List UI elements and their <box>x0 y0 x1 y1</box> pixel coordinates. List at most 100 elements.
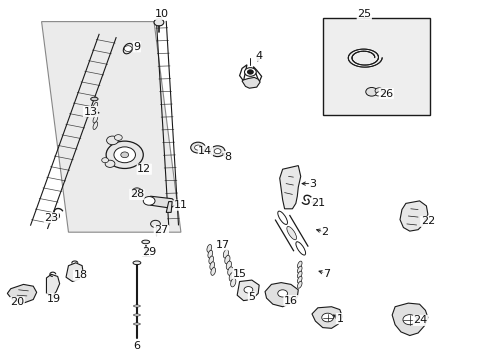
Circle shape <box>106 136 118 145</box>
Text: 26: 26 <box>379 89 392 99</box>
Ellipse shape <box>229 273 234 281</box>
Polygon shape <box>146 196 176 208</box>
Ellipse shape <box>295 242 305 255</box>
Text: 7: 7 <box>323 269 329 279</box>
Circle shape <box>121 152 128 158</box>
Text: 19: 19 <box>47 294 61 304</box>
Ellipse shape <box>297 271 302 278</box>
Ellipse shape <box>133 261 141 265</box>
Text: 6: 6 <box>133 341 140 351</box>
Text: 1: 1 <box>336 314 343 324</box>
Ellipse shape <box>133 305 140 307</box>
Circle shape <box>210 146 224 157</box>
Text: 17: 17 <box>215 240 229 250</box>
Polygon shape <box>66 263 83 282</box>
Ellipse shape <box>209 262 214 270</box>
Circle shape <box>132 188 142 195</box>
Polygon shape <box>399 201 427 231</box>
Circle shape <box>402 315 416 325</box>
Text: 9: 9 <box>133 42 140 52</box>
Text: 8: 8 <box>224 152 230 162</box>
Text: 23: 23 <box>44 213 58 223</box>
Circle shape <box>244 68 256 76</box>
Text: 4: 4 <box>255 51 262 61</box>
Ellipse shape <box>123 44 133 54</box>
Circle shape <box>374 88 382 94</box>
Text: 25: 25 <box>357 9 370 19</box>
Ellipse shape <box>142 240 149 244</box>
Circle shape <box>365 87 377 96</box>
Circle shape <box>102 158 108 163</box>
Ellipse shape <box>277 211 287 225</box>
Polygon shape <box>46 274 60 296</box>
Ellipse shape <box>208 256 213 264</box>
Text: 27: 27 <box>154 225 168 235</box>
Circle shape <box>194 145 201 150</box>
Circle shape <box>105 160 115 167</box>
Text: 12: 12 <box>137 164 151 174</box>
Ellipse shape <box>297 261 302 268</box>
Text: 3: 3 <box>309 179 316 189</box>
Ellipse shape <box>91 97 98 101</box>
Text: 16: 16 <box>284 296 297 306</box>
Ellipse shape <box>210 267 215 275</box>
Ellipse shape <box>93 109 98 117</box>
Ellipse shape <box>297 281 302 288</box>
Polygon shape <box>41 22 181 232</box>
Ellipse shape <box>93 122 98 130</box>
Ellipse shape <box>297 276 302 283</box>
Polygon shape <box>239 65 246 81</box>
Text: 13: 13 <box>83 107 97 117</box>
Circle shape <box>190 142 205 153</box>
Circle shape <box>124 46 132 51</box>
Ellipse shape <box>133 323 140 325</box>
Circle shape <box>214 149 221 154</box>
Ellipse shape <box>93 115 98 123</box>
Polygon shape <box>311 307 342 328</box>
Bar <box>322 18 429 115</box>
Ellipse shape <box>297 266 302 273</box>
Polygon shape <box>264 283 298 307</box>
Ellipse shape <box>230 278 235 287</box>
Circle shape <box>143 197 155 205</box>
Polygon shape <box>242 77 260 88</box>
Circle shape <box>277 290 287 297</box>
Ellipse shape <box>226 261 231 270</box>
Text: 10: 10 <box>154 9 168 19</box>
Ellipse shape <box>93 102 98 110</box>
Circle shape <box>106 141 143 168</box>
Ellipse shape <box>223 249 228 258</box>
Text: 22: 22 <box>420 216 434 226</box>
Text: 28: 28 <box>129 189 144 199</box>
Ellipse shape <box>227 267 232 275</box>
Circle shape <box>244 287 252 293</box>
Ellipse shape <box>286 226 296 240</box>
Circle shape <box>247 70 253 74</box>
Ellipse shape <box>224 255 229 264</box>
Ellipse shape <box>133 314 140 316</box>
Text: 18: 18 <box>74 270 87 280</box>
Polygon shape <box>253 67 261 82</box>
Ellipse shape <box>375 91 385 96</box>
Text: 20: 20 <box>10 297 24 307</box>
Circle shape <box>321 313 333 322</box>
Text: 24: 24 <box>412 315 427 325</box>
Text: 11: 11 <box>174 200 187 210</box>
Text: 2: 2 <box>321 227 328 237</box>
Text: 5: 5 <box>248 292 255 302</box>
Text: 21: 21 <box>310 198 324 208</box>
Polygon shape <box>237 280 259 301</box>
Polygon shape <box>166 202 172 212</box>
Ellipse shape <box>207 250 212 258</box>
Ellipse shape <box>206 244 211 252</box>
Circle shape <box>150 220 160 228</box>
Text: 14: 14 <box>198 146 212 156</box>
Text: 29: 29 <box>142 247 156 257</box>
Circle shape <box>114 147 135 163</box>
Polygon shape <box>7 284 37 303</box>
Polygon shape <box>279 166 300 209</box>
Text: 15: 15 <box>232 269 246 279</box>
Circle shape <box>154 19 163 26</box>
Circle shape <box>114 135 122 140</box>
Polygon shape <box>391 303 427 336</box>
